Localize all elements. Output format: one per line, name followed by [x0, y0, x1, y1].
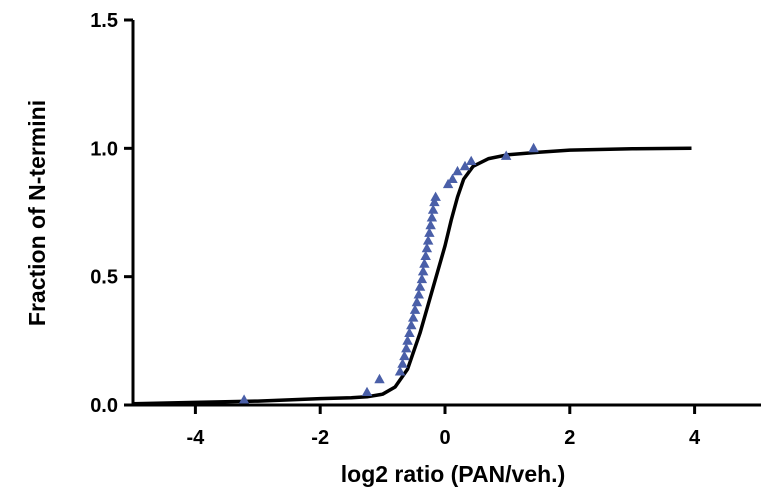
data-point: [447, 173, 458, 183]
data-point: [459, 160, 471, 171]
data-point: [528, 142, 539, 153]
data-point: [426, 212, 438, 222]
data-points-layer: [238, 142, 539, 404]
data-point: [402, 335, 413, 345]
x-tick-label: -2: [311, 427, 329, 449]
x-tick-label: 2: [564, 427, 575, 449]
x-tick-label: -4: [187, 427, 206, 449]
data-point: [399, 350, 410, 361]
data-point: [397, 358, 408, 368]
data-point: [238, 394, 250, 404]
data-point: [420, 250, 431, 260]
x-tick-label: 0: [439, 427, 450, 449]
y-tick-label: 0.5: [90, 267, 118, 289]
data-point: [422, 235, 434, 245]
y-tick-label: 0.0: [90, 395, 118, 417]
data-point: [442, 178, 454, 189]
y-tick-label: 1.0: [90, 138, 118, 160]
data-point: [401, 343, 412, 353]
data-point: [394, 366, 406, 376]
y-axis-title: Fraction of N-termini: [24, 100, 50, 326]
data-point: [466, 155, 477, 165]
data-point: [413, 289, 424, 299]
data-point: [374, 373, 385, 384]
y-tick-label: 1.5: [90, 10, 118, 32]
data-point: [414, 281, 426, 291]
data-point: [406, 319, 417, 330]
data-point: [500, 150, 512, 160]
data-point: [452, 165, 463, 176]
tick-marks: [124, 18, 697, 414]
data-point: [430, 191, 441, 201]
data-point: [429, 196, 440, 207]
data-point: [425, 219, 436, 230]
fitted-curve-layer: [132, 146, 692, 406]
data-point: [404, 327, 415, 337]
fitted-curve: [132, 146, 692, 406]
data-point: [417, 266, 429, 276]
data-point: [419, 258, 430, 268]
x-tick-label: 4: [689, 427, 701, 449]
data-point: [427, 204, 439, 214]
data-point: [408, 312, 419, 322]
data-point: [416, 273, 428, 284]
axes: [131, 20, 761, 407]
data-point: [361, 386, 373, 396]
tick-labels: -4 -2 0 2 4 0.0 0.5 1.0 1.5: [90, 10, 701, 449]
x-axis-title: log2 ratio (PAN/veh.): [341, 461, 566, 487]
data-point: [424, 227, 435, 237]
data-point: [411, 296, 423, 307]
data-point: [421, 242, 433, 253]
data-point: [409, 304, 421, 314]
